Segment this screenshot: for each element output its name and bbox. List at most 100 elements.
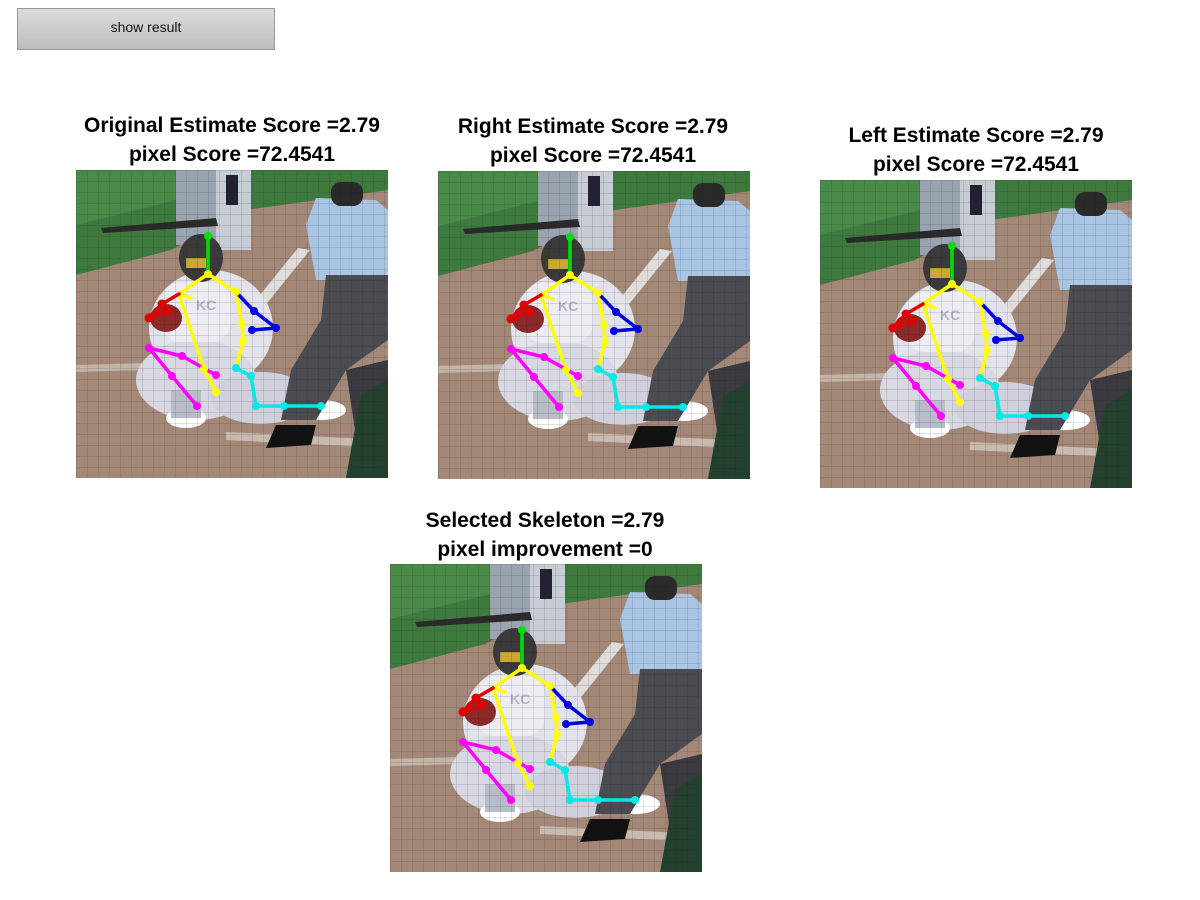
skeleton-joint-torso [232, 288, 240, 296]
original-title-line2: pixel Score =72.4541 [128, 143, 336, 166]
left-title: Left Estimate Score =2.79 pixel Score =7… [776, 121, 1176, 179]
skeleton-limb-larm [147, 292, 181, 320]
skeleton-joint-lleg [482, 766, 490, 774]
skeleton-joint-lleg [574, 372, 582, 380]
skeleton-joint-lleg [507, 345, 515, 353]
skeleton-joint-larm [907, 316, 917, 326]
selected-title: Selected Skeleton =2.79 pixel improvemen… [345, 506, 745, 564]
skeleton-joint-rleg [679, 403, 687, 411]
skeleton-limb-rarm [978, 300, 1022, 342]
skeleton-joint-rarm [612, 308, 620, 316]
skeleton-joint-rleg [996, 412, 1004, 420]
skeleton-joint-larm [458, 707, 468, 717]
skeleton-joint-lleg [168, 372, 176, 380]
skeleton-joint-torso [212, 388, 220, 396]
skeleton-limb-torso [921, 302, 937, 310]
skeleton-joint-head [518, 626, 526, 634]
skeleton-joint-rarm [250, 307, 258, 315]
skeleton-joint-torso [238, 320, 246, 328]
skeleton-joint-torso [552, 714, 560, 722]
skeleton-joint-lleg [459, 738, 467, 746]
skeleton-joint-rleg [280, 402, 288, 410]
skeleton-joint-head [948, 242, 956, 250]
skeleton-joint-lleg [526, 765, 534, 773]
skeleton-joint-rleg [642, 403, 650, 411]
skeleton-joint-torso [204, 270, 212, 278]
skeleton-limb-torso [491, 666, 532, 788]
skeleton-joint-rleg [614, 403, 622, 411]
left-title-line1: Left Estimate Score =2.79 [848, 124, 1104, 147]
skeleton-joint-rleg [232, 364, 240, 372]
skeleton-limb-torso [491, 686, 507, 694]
skeleton-joint-torso [600, 321, 608, 329]
skeleton-joint-torso [200, 365, 208, 373]
skeleton-joint-rarm [634, 325, 642, 333]
skeleton-limb-rarm [234, 290, 278, 332]
left-title-line2: pixel Score =72.4541 [872, 153, 1080, 176]
skeleton-joint-rleg [561, 766, 569, 774]
left-estimate-image: KC [820, 180, 1132, 488]
skeleton-joint-torso [956, 398, 964, 406]
skeleton-joint-lleg [937, 412, 945, 420]
skeleton-joint-lleg [956, 381, 964, 389]
skeleton-joint-rleg [247, 372, 255, 380]
skeleton-joint-lleg [912, 382, 920, 390]
skeleton-joint-rleg [631, 796, 639, 804]
right-title-line1: Right Estimate Score =2.79 [457, 115, 729, 138]
skeleton-joint-head [566, 233, 574, 241]
skeleton-joint-torso [944, 375, 952, 383]
skeleton-joint-larm [477, 700, 487, 710]
skeleton-joint-torso [601, 338, 609, 346]
skeleton-joint-torso [982, 330, 990, 338]
skeleton-joint-larm [144, 313, 154, 323]
pose-joints [506, 233, 687, 411]
selected-title-line2: pixel improvement =0 [437, 538, 653, 561]
skeleton-joint-larm [525, 307, 535, 317]
pose-joints [144, 232, 325, 410]
skeleton-joint-rleg [991, 382, 999, 390]
skeleton-limb-larm [891, 302, 925, 330]
skeleton-joint-larm [901, 309, 911, 319]
skeleton-joint-rarm [610, 327, 618, 335]
skeleton-joint-rleg [594, 365, 602, 373]
skeleton-limb-rarm [548, 684, 592, 726]
skeleton-joint-lleg [492, 746, 500, 754]
skeleton-joint-torso [574, 389, 582, 397]
skeleton-joint-rarm [272, 324, 280, 332]
right-title: Right Estimate Score =2.79 pixel Score =… [393, 112, 793, 170]
skeleton-joint-torso [526, 782, 534, 790]
skeleton-joint-rleg [566, 796, 574, 804]
skeleton-joint-rleg [546, 758, 554, 766]
skeleton-limb-torso [177, 292, 193, 300]
skeleton-joint-lleg [540, 353, 548, 361]
skeleton-joint-head [204, 232, 212, 240]
skeleton-joint-rarm [248, 326, 256, 334]
skeleton-joint-torso [514, 759, 522, 767]
selected-skeleton-image: KC [390, 564, 702, 872]
pose-joints [458, 626, 639, 804]
skeleton-joint-torso [239, 337, 247, 345]
skeleton-limb-rarm [596, 291, 640, 333]
skeleton-joint-rarm [564, 701, 572, 709]
skeleton-joint-torso [546, 682, 554, 690]
skeleton-joint-larm [888, 323, 898, 333]
skeleton-joint-lleg [212, 371, 220, 379]
skeleton-joint-lleg [889, 354, 897, 362]
pose-joints [888, 242, 1069, 420]
skeleton-joint-rleg [317, 402, 325, 410]
original-title: Original Estimate Score =2.79 pixel Scor… [32, 111, 432, 169]
skeleton-limb-torso [177, 272, 218, 394]
skeleton-joint-lleg [193, 402, 201, 410]
show-result-button[interactable]: show result [17, 8, 275, 50]
skeleton-joint-rleg [976, 374, 984, 382]
skeleton-limb-larm [509, 293, 543, 321]
skeleton-joint-larm [471, 693, 481, 703]
skeleton-joint-lleg [555, 403, 563, 411]
skeleton-joint-larm [157, 299, 167, 309]
skeleton-joint-torso [948, 280, 956, 288]
original-title-line1: Original Estimate Score =2.79 [84, 114, 380, 137]
skeleton-joint-larm [506, 314, 516, 324]
skeleton-joint-rarm [992, 336, 1000, 344]
skeleton-joint-larm [163, 306, 173, 316]
skeleton-joint-rarm [562, 720, 570, 728]
